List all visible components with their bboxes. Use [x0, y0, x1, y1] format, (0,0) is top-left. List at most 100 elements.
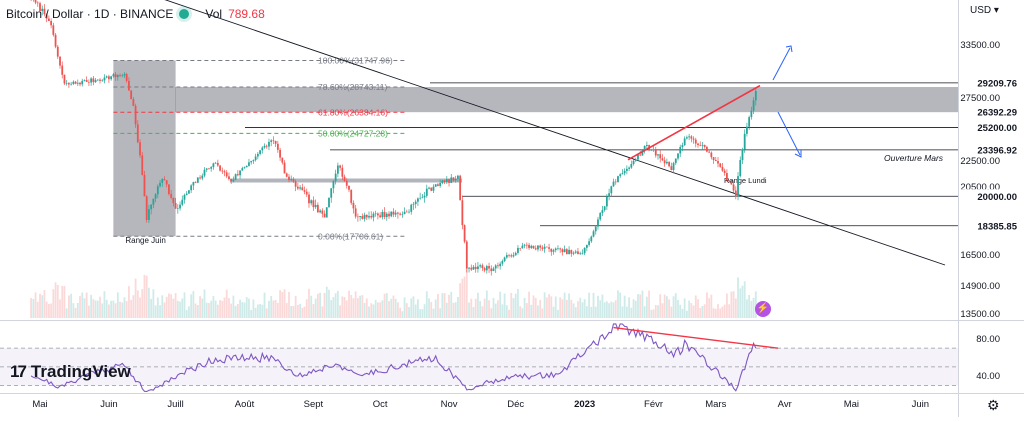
volume-bar: [521, 308, 524, 318]
volume-bar: [203, 289, 206, 318]
candle-body: [285, 173, 288, 177]
volume-bar: [637, 294, 639, 318]
candle-body: [726, 173, 728, 181]
gear-icon[interactable]: ⚙: [987, 397, 1000, 413]
volume-bar: [641, 290, 644, 318]
volume-bar: [319, 292, 321, 318]
candle-body: [281, 157, 284, 163]
symbol-title[interactable]: Bitcoin / Dollar · 1D · BINANCE: [6, 7, 174, 21]
candle-body: [343, 176, 346, 181]
volume-bar: [154, 305, 157, 318]
brand-name: TradingView: [30, 362, 131, 381]
candle-body: [359, 216, 362, 218]
candle-body: [45, 14, 48, 19]
volume-bar: [170, 294, 173, 318]
candle-body: [552, 250, 555, 252]
candle-body: [548, 247, 550, 249]
candle-body: [692, 138, 695, 140]
volume-bar: [501, 304, 504, 318]
candle-body: [381, 211, 384, 218]
time-axis-tick: 2023: [574, 399, 595, 410]
supply-zone: [175, 87, 958, 113]
candle-body: [94, 80, 97, 83]
volume-bar: [445, 302, 448, 318]
time-axis-tick: Févr: [644, 399, 663, 410]
candle-body: [570, 249, 573, 254]
candle-body: [408, 211, 410, 213]
candle-body: [165, 180, 168, 185]
candle-body: [457, 175, 459, 179]
candle-body: [279, 149, 281, 158]
candle-body: [385, 213, 388, 218]
volume-bar: [430, 301, 433, 318]
volume-bar: [674, 293, 677, 318]
arrow-up-line: [772, 47, 791, 81]
candle-body: [76, 82, 79, 84]
volume-bar: [256, 304, 259, 318]
volume-bar: [150, 298, 153, 318]
lightning-icon[interactable]: ⚡: [755, 301, 771, 317]
volume-bar: [510, 292, 513, 318]
currency-selector[interactable]: USD ▾: [970, 5, 999, 16]
volume-bar: [746, 299, 748, 318]
volume-bar: [59, 299, 61, 318]
volume-bar: [679, 304, 682, 318]
candle-body: [450, 177, 453, 183]
candle-body: [314, 204, 317, 208]
ouverture-mars-label: Ouverture Mars: [884, 153, 944, 163]
candle-body: [259, 150, 261, 154]
candle-body: [405, 211, 408, 213]
volume-bar: [537, 305, 539, 318]
volume-bar: [743, 281, 746, 318]
candle-body: [65, 83, 68, 84]
volume-bar: [30, 298, 33, 318]
candle-body: [650, 149, 653, 151]
candle-body: [734, 190, 737, 197]
volume-bar: [252, 299, 255, 318]
candle-body: [83, 80, 86, 81]
candle-body: [70, 83, 73, 85]
volume-bar: [492, 297, 495, 318]
volume-bar: [601, 294, 604, 318]
candle-body: [608, 193, 610, 197]
volume-bar: [292, 305, 295, 318]
volume-bar: [310, 295, 313, 318]
volume-bar: [457, 296, 459, 318]
price-label: 18385.85: [977, 221, 1017, 232]
volume-bar: [83, 298, 86, 318]
candle-body: [374, 213, 377, 215]
candle-body: [632, 160, 635, 164]
volume-bar: [41, 295, 44, 318]
candle-body: [670, 166, 673, 170]
volume-bar: [459, 283, 462, 318]
candle-body: [628, 167, 630, 169]
volume-bar: [439, 308, 442, 318]
candle-body: [221, 170, 224, 172]
candle-body: [488, 266, 490, 269]
candle-body: [410, 204, 413, 212]
volume-bar: [570, 299, 573, 318]
volume-bar: [92, 299, 95, 318]
volume-bar: [548, 294, 550, 318]
candle-body: [192, 182, 195, 186]
candle-body: [383, 211, 386, 218]
volume-bar: [219, 300, 221, 318]
volume-bar: [339, 305, 342, 318]
candle-body: [674, 158, 677, 164]
candle-body: [276, 143, 279, 150]
candle-body: [717, 161, 719, 164]
volume-bar: [654, 304, 657, 318]
volume-bar: [114, 303, 117, 318]
volume-bar: [103, 291, 106, 318]
candle-body: [485, 266, 488, 271]
volume-bar: [325, 286, 328, 318]
candle-body: [161, 179, 164, 183]
candle-body: [156, 186, 159, 195]
candle-body: [579, 253, 582, 254]
candle-body: [532, 245, 535, 249]
tradingview-logo: 17 TradingView: [10, 362, 131, 382]
candle-body: [528, 244, 530, 248]
candle-body: [241, 168, 244, 171]
